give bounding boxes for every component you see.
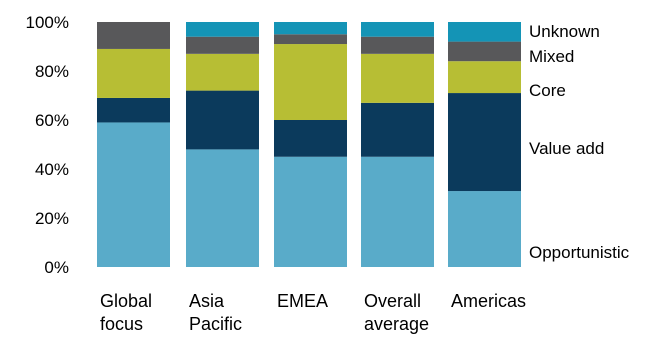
- y-tick-label: 60%: [35, 111, 69, 130]
- y-tick-label: 80%: [35, 62, 69, 81]
- y-tick-label: 20%: [35, 209, 69, 228]
- x-category-label: Americas: [451, 291, 526, 311]
- x-category-label: Global: [100, 291, 152, 311]
- bar-segment-value-add-0: [97, 97, 170, 123]
- x-category-label: focus: [100, 314, 143, 334]
- y-tick-label: 40%: [35, 160, 69, 179]
- x-category-label: Pacific: [189, 314, 242, 334]
- bar-segment-opportunistic-4: [448, 191, 521, 267]
- x-category-label: average: [364, 314, 429, 334]
- legend-label-value-add: Value add: [529, 139, 604, 158]
- x-category-label: EMEA: [277, 291, 328, 311]
- bar-segment-core-2: [274, 44, 347, 120]
- bar-segment-mixed-0: [97, 22, 170, 49]
- bar-segment-mixed-4: [448, 41, 521, 62]
- x-category-label: Asia: [189, 291, 225, 311]
- legend-label-mixed: Mixed: [529, 47, 574, 66]
- bar-segment-opportunistic-3: [361, 156, 434, 267]
- bar-segment-mixed-2: [274, 34, 347, 45]
- bar-segment-unknown-1: [186, 22, 259, 37]
- x-axis: Global focus Asia Pacific EMEA Overall average…: [100, 291, 526, 334]
- bar-segment-value-add-2: [274, 120, 347, 157]
- bar-segment-opportunistic-2: [274, 156, 347, 267]
- bar-segment-opportunistic-0: [97, 122, 170, 267]
- bar-segment-unknown-4: [448, 22, 521, 42]
- bar-segment-unknown-2: [274, 22, 347, 35]
- x-category-label: Overall: [364, 291, 421, 311]
- bar-segment-unknown-3: [361, 22, 434, 37]
- bar-segment-core-0: [97, 48, 170, 98]
- bar-segment-mixed-3: [361, 36, 434, 54]
- bar-segment-opportunistic-1: [186, 149, 259, 267]
- bar-segment-value-add-1: [186, 90, 259, 150]
- legend-label-opportunistic: Opportunistic: [529, 243, 630, 262]
- legend: Opportunistic Value add Core Mixed Unknown: [529, 22, 630, 262]
- bar-segment-value-add-3: [361, 102, 434, 157]
- bars-layer: [97, 22, 521, 267]
- bar-segment-core-4: [448, 61, 521, 94]
- y-tick-label: 0%: [44, 258, 69, 277]
- legend-label-unknown: Unknown: [529, 22, 600, 41]
- legend-label-core: Core: [529, 81, 566, 100]
- y-tick-label: 100%: [26, 13, 69, 32]
- y-axis: 0% 20% 40% 60% 80% 100%: [26, 13, 69, 277]
- bar-segment-core-3: [361, 53, 434, 103]
- bar-segment-core-1: [186, 53, 259, 91]
- bar-segment-value-add-4: [448, 93, 521, 192]
- bar-segment-mixed-1: [186, 36, 259, 54]
